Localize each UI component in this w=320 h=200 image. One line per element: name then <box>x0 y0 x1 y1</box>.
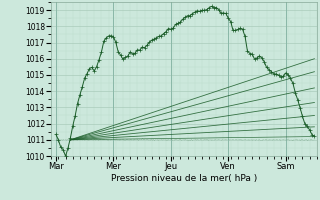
X-axis label: Pression niveau de la mer( hPa ): Pression niveau de la mer( hPa ) <box>111 174 257 183</box>
